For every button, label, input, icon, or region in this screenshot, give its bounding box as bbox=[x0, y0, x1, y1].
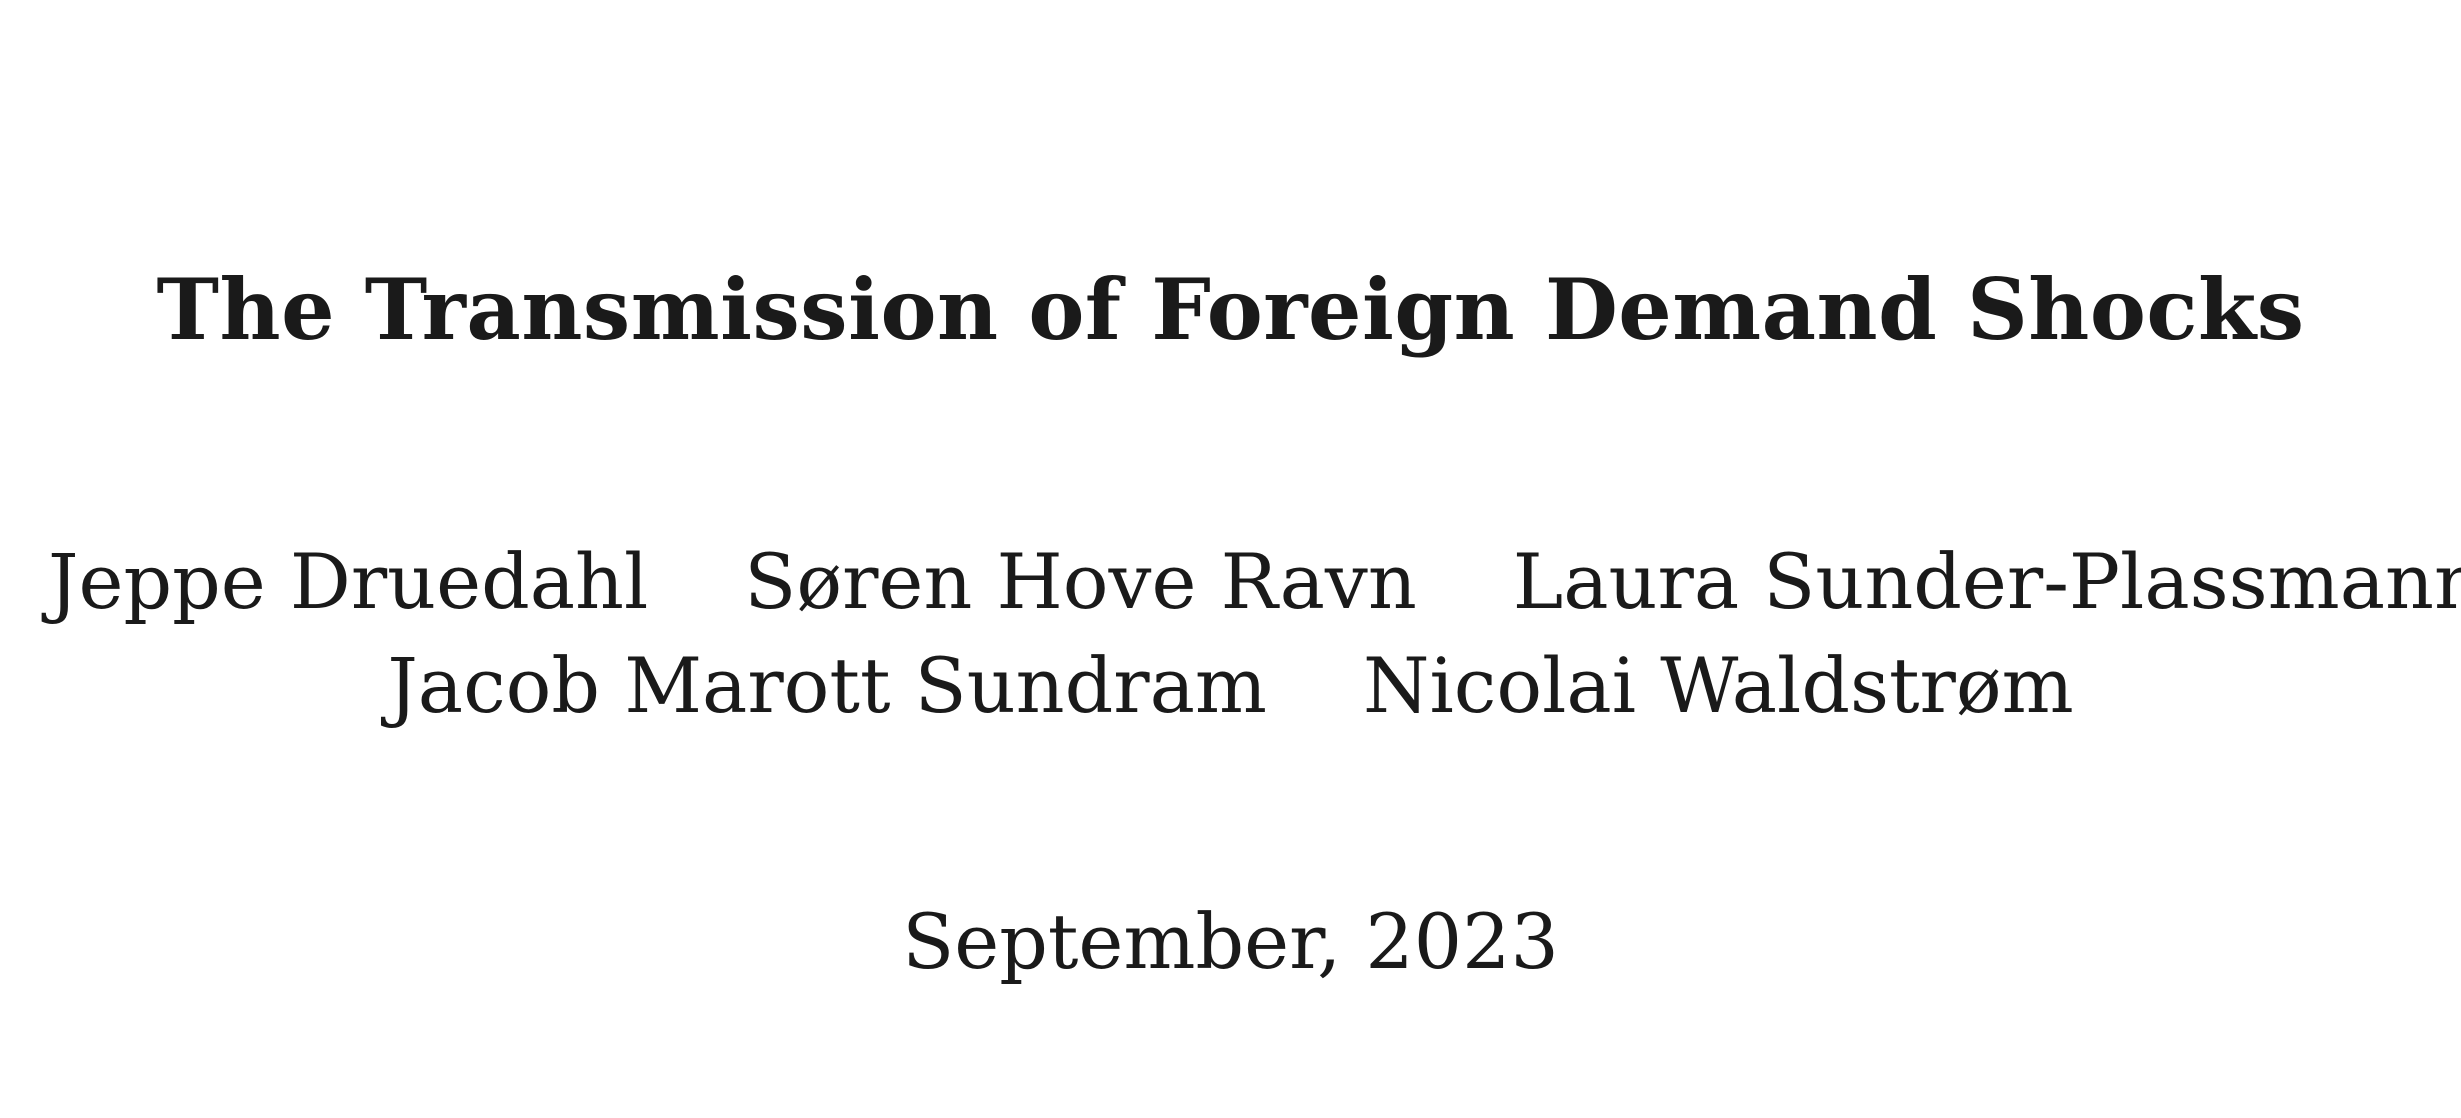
author-name: Laura Sunder-Plassmann bbox=[1512, 537, 2461, 626]
author-list: Jeppe Druedahl Søren Hove Ravn Laura Sunde… bbox=[0, 530, 2461, 738]
author-row-1: Jeppe Druedahl Søren Hove Ravn Laura Sunde… bbox=[0, 530, 2461, 634]
author-row-2: Jacob Marott Sundram Nicolai Waldstrøm bbox=[0, 634, 2461, 738]
author-name: Søren Hove Ravn bbox=[744, 537, 1417, 626]
publication-date: September, 2023 bbox=[902, 897, 1559, 986]
author-name: Nicolai Waldstrøm bbox=[1363, 641, 2074, 730]
paper-title: The Transmission of Foreign Demand Shock… bbox=[156, 260, 2305, 359]
author-name: Jeppe Druedahl bbox=[48, 537, 649, 626]
author-name: Jacob Marott Sundram bbox=[387, 641, 1267, 730]
